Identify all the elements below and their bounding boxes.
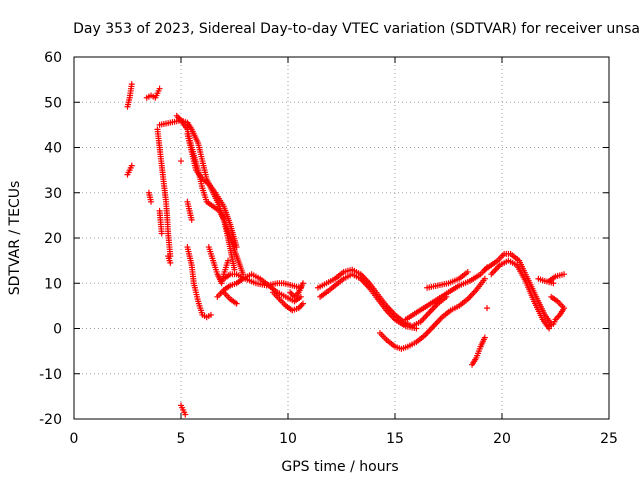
data-point (464, 268, 471, 275)
series-arc-n (178, 402, 189, 418)
series-arc-y (424, 268, 471, 291)
data-point (550, 280, 557, 287)
data-point (178, 158, 184, 165)
x-tick-label: 10 (279, 431, 297, 447)
series-arc-l (184, 198, 195, 223)
x-tick-label: 0 (70, 431, 79, 447)
y-tick-label: 0 (53, 322, 62, 338)
y-axis-label: SDTVAR / TECUs (7, 181, 23, 296)
x-axis-label: GPS time / hours (281, 459, 398, 475)
x-tick-label: 15 (386, 431, 404, 447)
series-arc-j (184, 130, 240, 251)
series-arc-f (156, 207, 165, 237)
series-arc-q (220, 271, 304, 291)
data-point (207, 311, 214, 318)
data-point (188, 216, 195, 223)
x-tick-label: 20 (493, 431, 511, 447)
data-point (233, 244, 240, 251)
y-tick-labels: -20 -10 0 10 20 30 40 50 60 (39, 50, 62, 428)
series-arc-af (546, 293, 568, 330)
series-arc-s (270, 289, 306, 314)
data-point (158, 230, 165, 237)
series-arc-v (317, 271, 420, 332)
axis-ticks (73, 56, 610, 420)
y-tick-label: 50 (44, 95, 62, 111)
data-point (413, 325, 420, 332)
data-point (299, 300, 306, 307)
x-tick-labels: 0 5 10 15 20 25 (70, 431, 618, 447)
series-arc-ac (488, 257, 553, 332)
x-tick-label: 5 (177, 431, 186, 447)
series-arc-c (143, 85, 163, 101)
data-point (484, 305, 491, 312)
y-tick-label: 10 (44, 276, 62, 292)
series-arc-u (314, 266, 450, 330)
series-arc-o (205, 244, 232, 287)
data-points (124, 81, 568, 418)
series-arc-k (178, 158, 184, 165)
series-arc-b (124, 162, 135, 178)
y-tick-label: 20 (44, 231, 62, 247)
data-point (299, 280, 306, 287)
data-point (128, 162, 135, 169)
data-point (233, 300, 240, 307)
chart-title: Day 353 of 2023, Sidereal Day-to-day VTE… (73, 21, 640, 37)
data-point (481, 334, 488, 341)
data-point (167, 259, 174, 266)
series-arc-x (402, 264, 491, 323)
x-tick-label: 25 (600, 431, 618, 447)
data-point (225, 257, 232, 264)
series-arc-g (165, 253, 174, 266)
series-arc-z (469, 334, 488, 368)
grid (74, 57, 609, 419)
data-point (182, 411, 189, 418)
data-point (148, 198, 155, 205)
data-point (546, 323, 553, 330)
series-arc-ae (546, 271, 568, 284)
series-arc-aa (484, 305, 491, 312)
y-tick-label: 30 (44, 186, 62, 202)
series-arc-d (145, 189, 155, 205)
data-point (297, 293, 304, 300)
series-arc-m (184, 244, 214, 321)
series-arc-a (124, 81, 135, 110)
y-tick-label: 40 (44, 141, 62, 157)
y-tick-label: 60 (44, 50, 62, 66)
series-arc-w (377, 275, 488, 352)
y-tick-label: -10 (39, 367, 62, 383)
series-arc-t (287, 280, 306, 300)
series-arc-r (220, 289, 240, 307)
data-point (128, 81, 135, 88)
series-arc-e (154, 126, 174, 260)
data-point (561, 271, 568, 278)
data-point (481, 275, 488, 282)
data-point (156, 85, 163, 92)
y-tick-label: -20 (39, 412, 62, 428)
series-arc-h (156, 117, 238, 273)
